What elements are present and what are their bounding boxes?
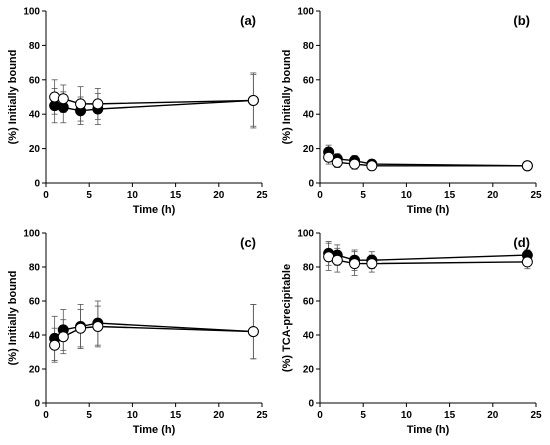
data-point-open <box>75 98 87 110</box>
y-tick-label: 40 <box>303 110 315 121</box>
x-axis-label: Time (h) <box>133 424 176 436</box>
x-tick-label: 15 <box>170 410 182 421</box>
x-tick-label: 0 <box>43 190 49 201</box>
data-point-open <box>331 156 343 168</box>
y-tick-label: 80 <box>303 263 315 274</box>
data-point-open <box>57 93 69 105</box>
data-point-open <box>349 158 361 170</box>
y-tick-label: 80 <box>303 41 315 52</box>
panel-label: (a) <box>240 13 256 28</box>
y-axis-label: (%) Initially bound <box>7 50 19 145</box>
y-tick-label: 60 <box>29 75 41 86</box>
data-point-open <box>75 322 87 334</box>
data-point-open <box>92 98 104 110</box>
x-tick-label: 0 <box>43 410 49 421</box>
y-axis-label: (%) Initially bound <box>7 271 19 366</box>
x-tick-label: 25 <box>530 410 542 421</box>
y-axis-label: (%) TCA-precipitable <box>281 264 293 372</box>
x-tick-label: 0 <box>317 190 323 201</box>
y-tick-label: 0 <box>308 179 314 190</box>
x-tick-label: 5 <box>360 190 366 201</box>
data-point-open <box>49 339 61 351</box>
chart-panel-2: 0 20 40 60 80 100 0 5 10 15 20 25 Time (h) (%) Initia… <box>7 229 268 437</box>
x-tick-label: 15 <box>444 410 456 421</box>
data-point-open <box>349 258 361 270</box>
x-tick-label: 0 <box>317 410 323 421</box>
y-tick-label: 20 <box>29 365 41 376</box>
y-tick-label: 0 <box>308 399 314 410</box>
x-tick-label: 20 <box>213 190 225 201</box>
x-tick-label: 20 <box>213 410 225 421</box>
y-tick-label: 0 <box>34 399 40 410</box>
x-tick-label: 20 <box>487 190 499 201</box>
x-tick-label: 5 <box>86 190 92 201</box>
x-tick-label: 10 <box>127 410 139 421</box>
x-tick-label: 5 <box>86 410 92 421</box>
x-tick-label: 10 <box>401 190 413 201</box>
y-tick-label: 60 <box>303 75 315 86</box>
x-tick-label: 25 <box>530 190 542 201</box>
x-tick-label: 25 <box>256 410 268 421</box>
data-point-open <box>57 331 69 343</box>
chart-panel-1: 0 20 40 60 80 100 0 5 10 15 20 25 Time (h) (%) Initia… <box>281 7 542 217</box>
x-tick-label: 5 <box>360 410 366 421</box>
data-point-open <box>521 160 533 172</box>
x-axis-label: Time (h) <box>133 204 176 216</box>
panel-label: (b) <box>513 13 530 28</box>
y-tick-label: 80 <box>29 41 41 52</box>
data-point-open <box>366 160 378 172</box>
y-tick-label: 20 <box>29 144 41 155</box>
y-tick-label: 100 <box>297 7 314 18</box>
x-tick-label: 20 <box>487 410 499 421</box>
data-point-open <box>331 254 343 266</box>
x-tick-label: 25 <box>256 190 268 201</box>
y-tick-label: 100 <box>23 7 40 18</box>
data-point-open <box>366 258 378 270</box>
y-tick-label: 60 <box>29 297 41 308</box>
x-tick-label: 15 <box>444 190 456 201</box>
panel-label: (c) <box>240 235 256 250</box>
data-point-open <box>323 151 335 163</box>
x-tick-label: 10 <box>127 190 139 201</box>
y-tick-label: 20 <box>303 365 315 376</box>
x-axis-label: Time (h) <box>407 204 450 216</box>
panel-label: (d) <box>513 235 530 250</box>
y-tick-label: 40 <box>29 331 41 342</box>
y-tick-label: 0 <box>34 179 40 190</box>
data-point-open <box>521 256 533 268</box>
y-tick-label: 100 <box>23 229 40 240</box>
y-axis-label: (%) Initially bound <box>281 50 293 145</box>
y-tick-label: 100 <box>297 229 314 240</box>
data-point-open <box>92 321 104 332</box>
y-tick-label: 20 <box>303 144 315 155</box>
y-tick-label: 60 <box>303 297 315 308</box>
y-tick-label: 40 <box>29 110 41 121</box>
chart-panel-0: 0 20 40 60 80 100 0 5 10 15 20 25 Time (h) (%) Initia… <box>7 7 268 217</box>
data-point-open <box>247 326 259 338</box>
y-tick-label: 80 <box>29 263 41 274</box>
x-axis-label: Time (h) <box>407 424 450 436</box>
y-tick-label: 40 <box>303 331 315 342</box>
x-tick-label: 10 <box>401 410 413 421</box>
x-tick-label: 15 <box>170 190 182 201</box>
data-point-open <box>247 94 259 106</box>
chart-panel-3: 0 20 40 60 80 100 0 5 10 15 20 25 Time (h) (%) TCA-pr… <box>281 229 542 437</box>
